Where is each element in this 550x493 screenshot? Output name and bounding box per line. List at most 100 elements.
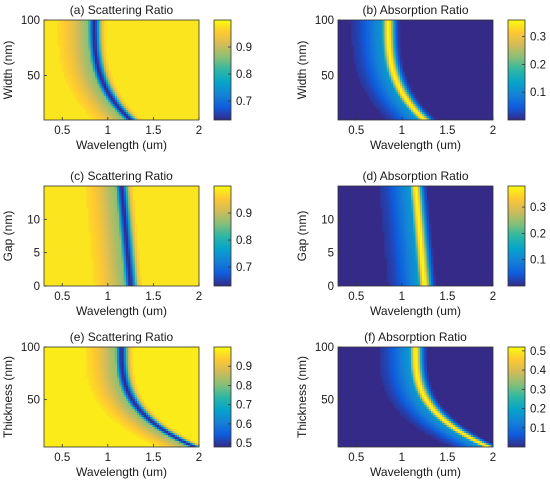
heatmap-cell: [377, 28, 381, 31]
heatmap-cell: [114, 230, 118, 233]
heatmap-cell: [90, 228, 94, 231]
heatmap-cell: [391, 274, 394, 277]
heatmap-cell: [382, 44, 385, 47]
heatmap-cell: [114, 270, 118, 273]
heatmap-cell: [400, 234, 403, 237]
heatmap-cell: [103, 106, 107, 109]
heatmap-cell: [108, 393, 111, 396]
heatmap-cell: [103, 30, 107, 33]
heatmap-cell: [408, 284, 412, 286]
heatmap-cell: [86, 112, 89, 115]
heatmap-cell: [88, 34, 91, 37]
heatmap-cell: [88, 212, 91, 215]
heatmap-cell: [59, 28, 63, 31]
heatmap-cell: [68, 82, 71, 85]
heatmap-cell: [406, 246, 410, 249]
heatmap-cell: [103, 349, 107, 352]
heatmap-cell: [90, 60, 94, 63]
heatmap-cell: [428, 252, 432, 255]
heatmap-cell: [125, 393, 129, 396]
heatmap-cell: [90, 44, 94, 47]
heatmap-cell: [388, 108, 392, 111]
heatmap-cell: [83, 80, 87, 83]
heatmap-cell: [417, 238, 421, 241]
heatmap-cell: [375, 80, 379, 83]
heatmap-cell: [90, 349, 94, 352]
heatmap-cell: [108, 401, 111, 404]
heatmap-cell: [402, 250, 405, 253]
heatmap-cell: [134, 232, 138, 235]
heatmap-cell: [406, 88, 410, 91]
heatmap-cell: [366, 60, 370, 63]
heatmap-cell: [128, 363, 131, 366]
heatmap-cell: [90, 90, 94, 93]
heatmap-cell: [386, 248, 390, 251]
heatmap-cell: [114, 369, 118, 372]
heatmap-cell: [88, 363, 91, 366]
heatmap-cell: [117, 202, 120, 205]
heatmap-cell: [103, 44, 107, 47]
heatmap-cell: [86, 363, 89, 366]
heatmap-cell: [371, 72, 374, 75]
heatmap-cell: [413, 256, 416, 259]
heatmap-cell: [360, 46, 363, 49]
heatmap-cell: [397, 74, 401, 77]
heatmap-cell: [388, 284, 392, 286]
heatmap-cell: [101, 200, 105, 203]
heatmap-cell: [137, 252, 140, 255]
heatmap-cell: [353, 30, 357, 33]
heatmap-cell: [90, 72, 94, 75]
heatmap-cell: [360, 50, 363, 53]
heatmap-cell: [99, 389, 102, 392]
heatmap-cell: [404, 222, 408, 225]
heatmap-cell: [428, 284, 432, 286]
heatmap-cell: [402, 84, 405, 87]
heatmap-cell: [117, 272, 120, 275]
heatmap-cell: [391, 228, 394, 231]
heatmap-cell: [79, 82, 83, 85]
heatmap-cell: [106, 218, 109, 221]
heatmap-cell: [114, 240, 118, 243]
heatmap-cell: [90, 42, 94, 45]
heatmap-cell: [117, 266, 120, 269]
heatmap-cell: [125, 377, 129, 380]
heatmap-cell: [424, 196, 427, 199]
heatmap-cell: [92, 391, 96, 394]
heatmap-cell: [79, 86, 83, 89]
heatmap-cell: [112, 194, 116, 197]
heatmap-cell: [395, 218, 399, 221]
heatmap-cell: [114, 94, 118, 97]
heatmap-cell: [112, 381, 116, 384]
heatmap-cell: [114, 272, 118, 275]
heatmap-cell: [94, 72, 98, 75]
heatmap-cell: [408, 268, 412, 271]
heatmap-cell: [94, 276, 98, 279]
heatmap-cell: [360, 56, 363, 59]
heatmap-cell: [94, 256, 98, 259]
heatmap-cell: [94, 383, 98, 386]
heatmap-cell: [103, 276, 107, 279]
heatmap-cell: [404, 106, 408, 109]
heatmap-cell: [123, 194, 127, 197]
heatmap-cell: [415, 274, 419, 277]
heatmap-cell: [377, 92, 381, 95]
heatmap-cell: [419, 242, 423, 245]
colorbar-tick-label: 0.1: [530, 255, 546, 267]
heatmap-cell: [419, 284, 423, 286]
heatmap-cell: [395, 92, 399, 95]
heatmap-cell: [415, 280, 419, 283]
heatmap-cell: [386, 104, 390, 107]
heatmap-cell: [426, 272, 430, 275]
heatmap-cell: [125, 369, 129, 372]
heatmap-cell: [386, 46, 390, 49]
heatmap-cell: [397, 94, 401, 97]
heatmap-cell: [75, 76, 78, 79]
heatmap-cell: [386, 218, 390, 221]
heatmap-cell: [384, 40, 388, 43]
heatmap-cell: [121, 375, 125, 378]
heatmap-cell: [99, 102, 102, 105]
heatmap-cell: [106, 242, 109, 245]
heatmap-cell: [386, 228, 390, 231]
heatmap-cell: [431, 264, 434, 267]
heatmap-cell: [110, 190, 114, 193]
